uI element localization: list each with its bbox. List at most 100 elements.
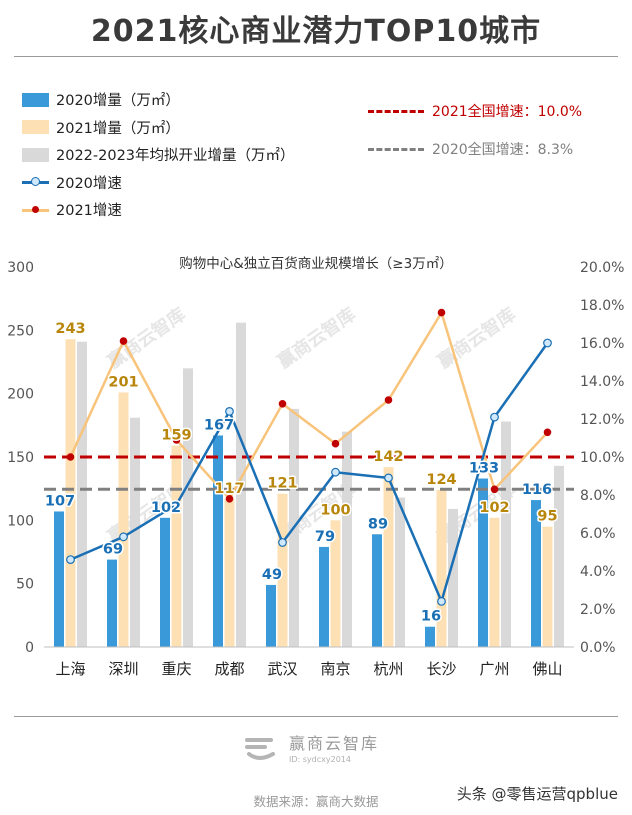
ref-line-swatch xyxy=(368,109,424,113)
right-axis-tick: 0.0% xyxy=(580,640,616,656)
legend-label: 2020增量（万㎡） xyxy=(56,93,180,110)
ref-line-swatch xyxy=(368,147,424,151)
growth-line xyxy=(69,311,549,501)
growth-point xyxy=(172,500,181,509)
category-label: 佛山 xyxy=(532,660,562,678)
bar xyxy=(77,341,87,647)
growth-point xyxy=(331,439,340,448)
bar xyxy=(425,626,435,647)
category-label: 上海 xyxy=(55,660,85,678)
data-label-2021: 124 xyxy=(426,472,456,488)
left-axis-tick: 300 xyxy=(7,260,34,276)
bar xyxy=(501,421,511,647)
title-divider xyxy=(14,56,618,57)
data-label-2020: 102 xyxy=(151,500,181,516)
bar xyxy=(542,526,553,647)
legend-item-2020-increment: 2020增量（万㎡） xyxy=(22,86,295,114)
bar xyxy=(183,368,193,647)
right-axis-tick: 14.0% xyxy=(580,374,624,390)
bar xyxy=(342,431,352,647)
growth-point xyxy=(119,532,128,542)
growth-point xyxy=(225,406,234,416)
left-axis-tick: 50 xyxy=(16,577,34,593)
bar xyxy=(54,511,64,647)
bar xyxy=(160,517,170,647)
right-axis-tick: 8.0% xyxy=(580,488,616,504)
category-label: 杭州 xyxy=(373,660,403,678)
category-label: 重庆 xyxy=(161,660,191,678)
data-label-2021: 142 xyxy=(373,449,403,465)
left-axis-tick: 0 xyxy=(25,640,34,656)
data-label-2021: 159 xyxy=(161,428,191,444)
data-label-2021: 243 xyxy=(55,321,85,337)
legend-label: 2020增速 xyxy=(56,175,122,192)
data-label-2021: 201 xyxy=(108,374,138,390)
legend-label: 2022-2023年均拟开业增量（万㎡） xyxy=(56,148,295,165)
credit-text: 头条 @零售运营qpblue xyxy=(456,785,618,803)
bar xyxy=(213,435,223,647)
data-label-2020: 69 xyxy=(103,542,123,558)
legend-swatch xyxy=(22,147,49,162)
data-label-2020: 49 xyxy=(262,567,282,583)
left-axis-tick: 150 xyxy=(7,450,34,466)
data-label-2021: 102 xyxy=(479,500,509,516)
legend: 2020增量（万㎡） 2021增量（万㎡） 2022-2023年均拟开业增量（万… xyxy=(22,86,295,224)
growth-point xyxy=(543,338,552,348)
legend-item-planned-increment: 2022-2023年均拟开业增量（万㎡） xyxy=(22,141,295,169)
growth-point xyxy=(490,485,499,494)
right-axis-tick: 4.0% xyxy=(580,564,616,580)
bar xyxy=(266,584,276,647)
legend-item-2021-increment: 2021增量（万㎡） xyxy=(22,114,295,142)
legend-label: 2021增量（万㎡） xyxy=(56,120,180,137)
data-label-2020: 116 xyxy=(522,482,552,498)
data-source: 数据来源：赢商大数据 xyxy=(253,794,379,809)
ref-legend-2020: 2020全国增速：8.3% xyxy=(368,139,573,159)
right-axis-tick: 16.0% xyxy=(580,336,624,352)
bar xyxy=(531,500,541,647)
bar xyxy=(236,322,246,647)
growth-point xyxy=(172,436,181,444)
combo-chart: 购物中心&独立百货商业规模增长（≥3万㎡） 赢商云智库 赢商云智库 赢商云智库赢商云… xyxy=(7,255,624,678)
left-axis-tick: 250 xyxy=(7,323,34,339)
growth-point xyxy=(278,538,287,547)
bar xyxy=(448,508,458,647)
legend-item-2020-growth: 2020增速 xyxy=(22,169,295,197)
legend-swatch xyxy=(22,92,49,107)
data-label-2020: 16 xyxy=(421,609,441,625)
logo-name: 赢商云智库 xyxy=(289,734,380,753)
data-label-2021: 100 xyxy=(320,502,350,518)
data-label-2020: 167 xyxy=(204,417,234,433)
logo-icon xyxy=(245,738,275,760)
category-label: 长沙 xyxy=(426,660,456,678)
growth-point xyxy=(66,555,75,565)
category-label: 成都 xyxy=(214,660,244,678)
logo: 赢商云智库 ID: sydcxy2014 xyxy=(243,730,379,764)
category-label: 深圳 xyxy=(108,660,138,678)
growth-lines xyxy=(66,308,552,606)
right-axis-tick: 12.0% xyxy=(580,412,624,428)
growth-point xyxy=(119,337,128,345)
bar xyxy=(65,339,76,647)
data-label-2020: 133 xyxy=(469,461,499,477)
ref-label: 2020全国增速：8.3% xyxy=(432,142,574,158)
category-label: 武汉 xyxy=(267,660,297,678)
bars xyxy=(54,322,564,647)
growth-point xyxy=(490,412,499,422)
growth-point xyxy=(66,453,75,461)
bar xyxy=(330,520,341,647)
bar xyxy=(395,497,405,647)
category-label: 广州 xyxy=(479,660,509,678)
bar xyxy=(319,546,329,647)
bar xyxy=(107,559,117,647)
growth-point xyxy=(437,308,446,317)
data-label-2021: 121 xyxy=(267,476,297,492)
left-axis-tick: 200 xyxy=(7,387,34,403)
growth-point xyxy=(331,467,340,477)
axes: 0 50 100 150 200 250 300 0.0% 2.0% 4.0% 6.0% 8.0% 10… xyxy=(7,260,624,678)
bar xyxy=(130,417,140,647)
logo-id: ID: sydcxy2014 xyxy=(289,755,351,764)
bar xyxy=(554,465,564,647)
growth-point xyxy=(278,400,287,408)
right-axis-tick: 2.0% xyxy=(580,602,616,618)
bar xyxy=(436,489,447,647)
